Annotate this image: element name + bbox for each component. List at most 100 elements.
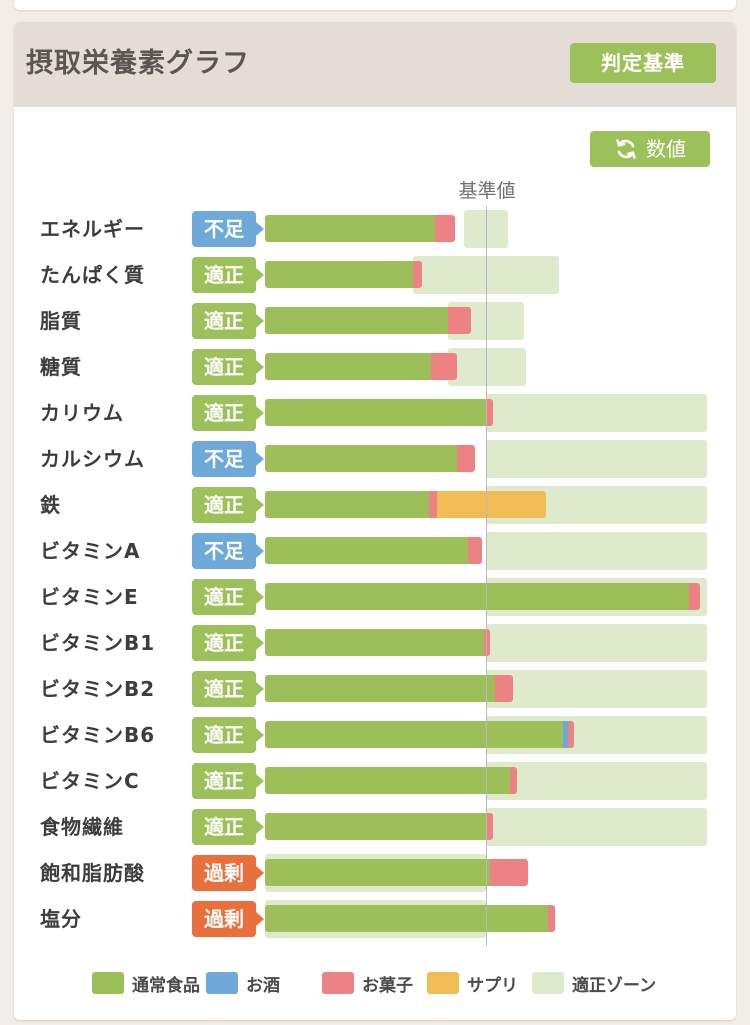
nutrient-label: ビタミンB2 [40,677,156,701]
status-badge-label: 適正 [204,263,244,287]
legend: 通常食品 お酒 お菓子 サプリ 適正ゾーン [14,968,736,998]
food-segment [265,399,486,426]
food-segment [265,445,458,472]
status-badge-label: 過剰 [204,907,244,931]
intake-bar [265,859,528,886]
appropriate-zone [486,808,707,846]
snack-segment [547,905,555,932]
food-segment [265,353,431,380]
snack-segment [689,583,701,610]
appropriate-zone [486,394,707,432]
snack-segment [428,491,438,518]
status-badge-ok: 適正 [192,717,264,753]
intake-bar [265,675,513,702]
food-segment [265,537,469,564]
status-badge-ok: 適正 [192,303,264,339]
value-button-label: 数値 [646,137,686,161]
legend-label: 適正ゾーン [572,975,657,996]
value-toggle-button[interactable]: 数値 [590,131,710,167]
appropriate-zone [463,210,509,248]
status-badge-high: 過剰 [192,855,264,891]
food-segment [265,491,429,518]
legend-item-zone: 適正ゾーン [532,968,656,998]
nutrient-label: 飽和脂肪酸 [40,861,145,885]
status-badge-label: 不足 [204,447,244,471]
intake-bar [265,399,493,426]
nutrient-label: カリウム [40,401,124,425]
supplement-segment [437,491,546,518]
nutrient-row: ビタミンB6 適正 [14,712,736,758]
snack-segment [483,629,491,656]
criteria-button[interactable]: 判定基準 [570,43,716,83]
snack-segment [468,537,482,564]
nutrient-row: カルシウム 不足 [14,436,736,482]
nutrient-label: 脂質 [40,309,82,333]
nutrient-row: ビタミンB2 適正 [14,666,736,712]
status-badge-low: 不足 [192,441,264,477]
nutrient-label: エネルギー [40,217,145,241]
status-badge-label: 過剰 [204,861,244,885]
status-badge-ok: 適正 [192,763,264,799]
nutrient-row: 食物繊維 適正 [14,804,736,850]
nutrient-row: 脂質 適正 [14,298,736,344]
appropriate-zone [448,348,526,386]
legend-item-supplement: サプリ [427,968,518,998]
food-segment [265,905,548,932]
nutrient-row: カリウム 適正 [14,390,736,436]
appropriate-zone [486,762,707,800]
appropriate-zone [486,670,707,708]
snack-segment [413,261,422,288]
intake-bar [265,767,517,794]
card-header: 摂取栄養素グラフ 判定基準 [14,22,736,107]
food-segment [265,721,564,748]
status-badge-ok: 適正 [192,257,264,293]
status-badge-ok: 適正 [192,671,264,707]
nutrient-label: ビタミンB1 [40,631,156,655]
nutrient-row: ビタミンC 適正 [14,758,736,804]
nutrient-row: 糖質 適正 [14,344,736,390]
legend-label: お酒 [246,975,280,996]
nutrient-row: 飽和脂肪酸 過剰 [14,850,736,896]
status-badge-label: 適正 [204,493,244,517]
intake-bar [265,307,471,334]
legend-label: サプリ [467,975,518,996]
food-segment [265,583,690,610]
intake-bar [265,353,458,380]
nutrient-label: ビタミンB6 [40,723,156,747]
food-segment [265,261,414,288]
snack-segment [494,675,513,702]
card-title: 摂取栄養素グラフ [26,48,250,79]
legend-swatch [532,972,564,994]
food-segment [265,859,491,886]
legend-swatch [92,972,124,994]
nutrient-label: ビタミンE [40,585,139,609]
food-segment [265,675,495,702]
status-badge-ok: 適正 [192,487,264,523]
intake-bar [265,813,493,840]
previous-card-edge [14,0,736,10]
status-badge-ok: 適正 [192,579,264,615]
alcohol-segment [563,721,568,748]
nutrient-label: ビタミンA [40,539,141,563]
nutrient-label: カルシウム [40,447,145,471]
intake-bar [265,215,456,242]
snack-segment [430,353,458,380]
legend-item-food: 通常食品 [92,968,200,998]
snack-segment [567,721,575,748]
status-badge-label: 適正 [204,401,244,425]
nutrient-label: たんぱく質 [40,263,145,287]
intake-bar [265,537,482,564]
intake-bar [265,445,475,472]
appropriate-zone [486,440,707,478]
snack-segment [490,859,528,886]
legend-label: お菓子 [362,975,413,996]
status-badge-ok: 適正 [192,625,264,661]
status-badge-label: 不足 [204,539,244,563]
reference-line [486,206,487,946]
status-badge-label: 適正 [204,309,244,333]
snack-segment [510,767,517,794]
status-badge-ok: 適正 [192,349,264,385]
legend-label: 通常食品 [132,975,200,996]
intake-bar [265,629,491,656]
nutrient-row: たんぱく質 適正 [14,252,736,298]
